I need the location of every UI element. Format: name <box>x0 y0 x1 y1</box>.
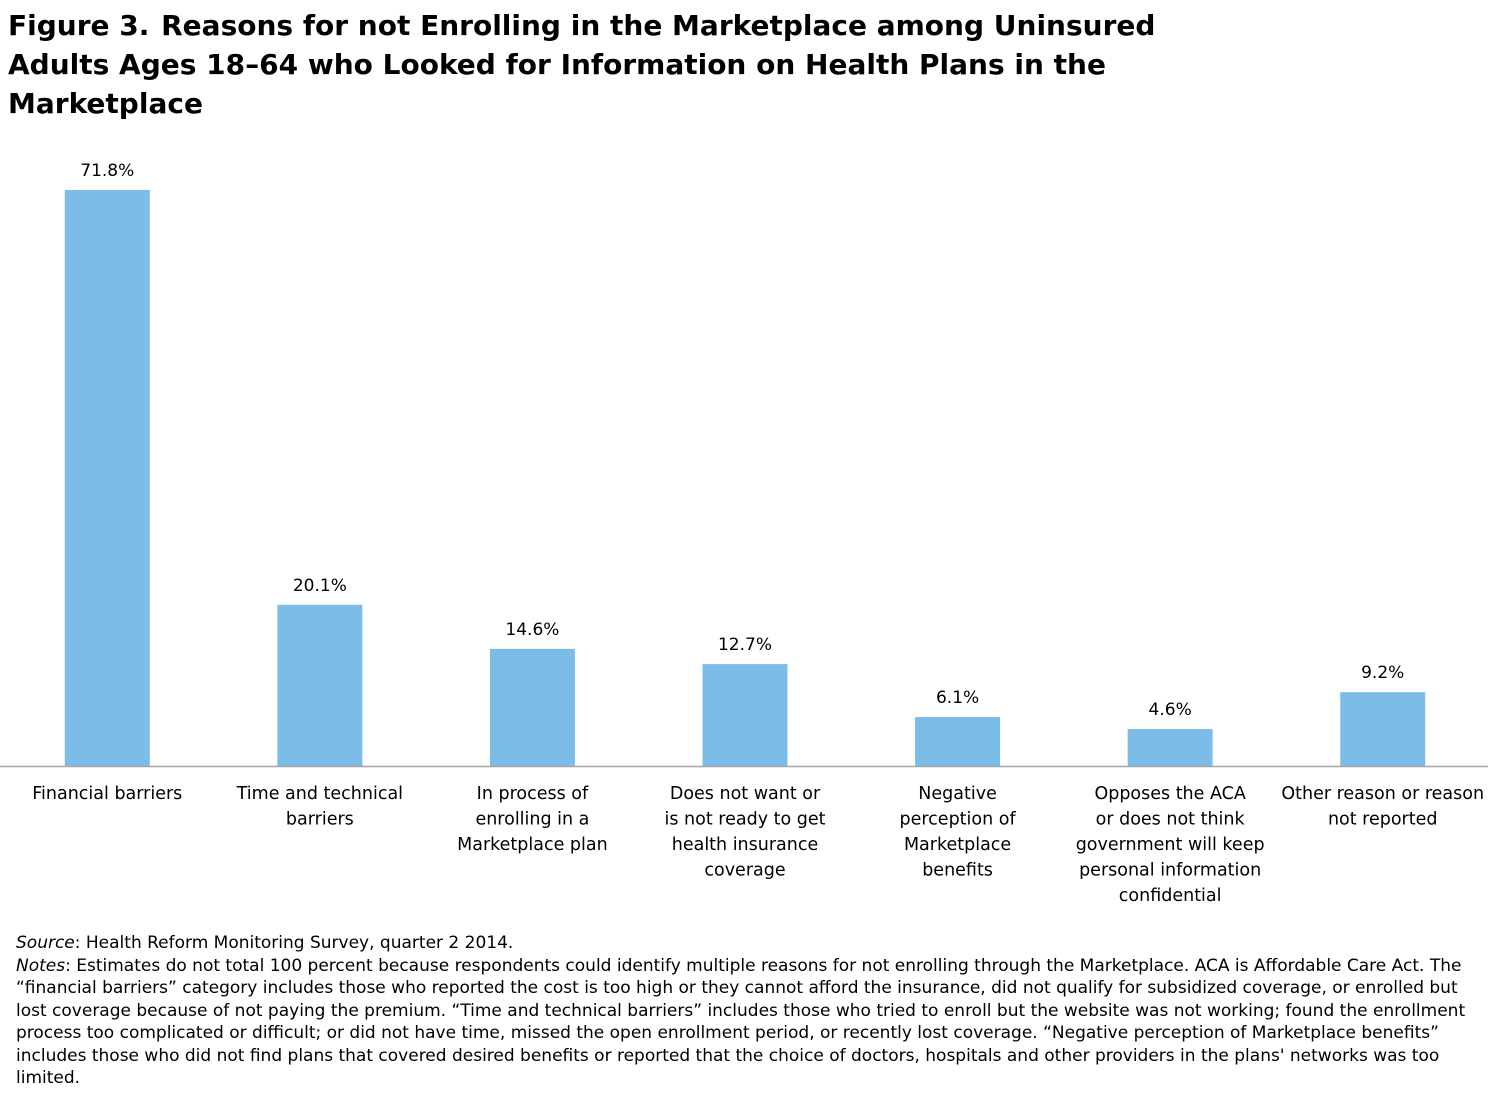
title-text: Reasons for not Enrolling in the Marketp… <box>8 9 1156 120</box>
bar-2 <box>277 604 363 766</box>
category-label-7: Other reason or reason not reported <box>1281 784 1484 830</box>
bar-chart: 71.8% Financial barriers 20.1% Time and tec… <box>0 161 1488 906</box>
bar-4 <box>702 664 788 766</box>
category-label-line: Opposes the ACA <box>1094 784 1245 804</box>
category-label-line: Marketplace <box>904 835 1011 855</box>
category-label-line: Negative <box>918 784 997 804</box>
category-label-1: Financial barriers <box>32 784 182 804</box>
category-label-6: Opposes the ACA or does not think governme… <box>1076 784 1265 906</box>
category-label-line: coverage <box>704 861 785 881</box>
category-label-line: Does not want or <box>670 784 821 804</box>
category-label-line: In process of <box>477 784 589 804</box>
bar-6 <box>1127 729 1213 766</box>
chart-notes: Source: Health Reform Monitoring Survey,… <box>16 932 1486 1090</box>
category-label-line: government will keep <box>1076 835 1265 855</box>
data-label-5: 6.1% <box>936 688 979 708</box>
category-label-5: Negative perception of Marketplace benefits <box>900 784 1017 881</box>
bar-1 <box>64 190 150 766</box>
notes-label: Notes <box>16 955 66 976</box>
category-label-line: barriers <box>286 810 354 830</box>
category-label-line: Time and technical <box>236 784 403 804</box>
category-label-line: or does not think <box>1096 810 1246 830</box>
category-label-line: is not ready to get <box>665 810 826 830</box>
category-label-line: Other reason or reason <box>1281 784 1484 804</box>
category-label-line: personal information <box>1079 861 1261 881</box>
category-label-line: Marketplace plan <box>457 835 608 855</box>
category-label-3: In process of enrolling in a Marketplace p… <box>457 784 608 855</box>
data-label-6: 4.6% <box>1149 700 1192 720</box>
category-label-line: not reported <box>1328 810 1438 830</box>
bar-7 <box>1340 692 1426 766</box>
chart-title: Figure 3. Reasons for not Enrolling in t… <box>8 6 1258 123</box>
notes-text: : Estimates do not total 100 percent bec… <box>16 955 1466 1089</box>
data-label-1: 71.8% <box>80 161 134 181</box>
notes-paragraph: Notes: Estimates do not total 100 percen… <box>16 955 1486 1090</box>
source-label: Source <box>16 933 75 953</box>
category-label-line: benefits <box>922 861 993 881</box>
source-note: Source: Health Reform Monitoring Survey,… <box>16 932 1486 955</box>
category-label-line: perception of <box>900 810 1017 830</box>
bar-5 <box>915 717 1001 766</box>
data-label-4: 12.7% <box>718 635 772 655</box>
data-label-3: 14.6% <box>505 620 559 640</box>
category-label-line: health insurance <box>672 835 819 855</box>
category-label-line: enrolling in a <box>475 810 589 830</box>
category-label-line: confidential <box>1119 886 1222 906</box>
figure-label: Figure 3. <box>8 9 150 42</box>
data-label-7: 9.2% <box>1361 663 1404 683</box>
bar-3 <box>489 648 575 766</box>
data-label-2: 20.1% <box>293 576 347 596</box>
category-label-line: Financial barriers <box>32 784 182 804</box>
category-label-2: Time and technical barriers <box>236 784 403 830</box>
source-text: : Health Reform Monitoring Survey, quart… <box>74 933 514 953</box>
category-label-4: Does not want or is not ready to get healt… <box>665 784 826 881</box>
